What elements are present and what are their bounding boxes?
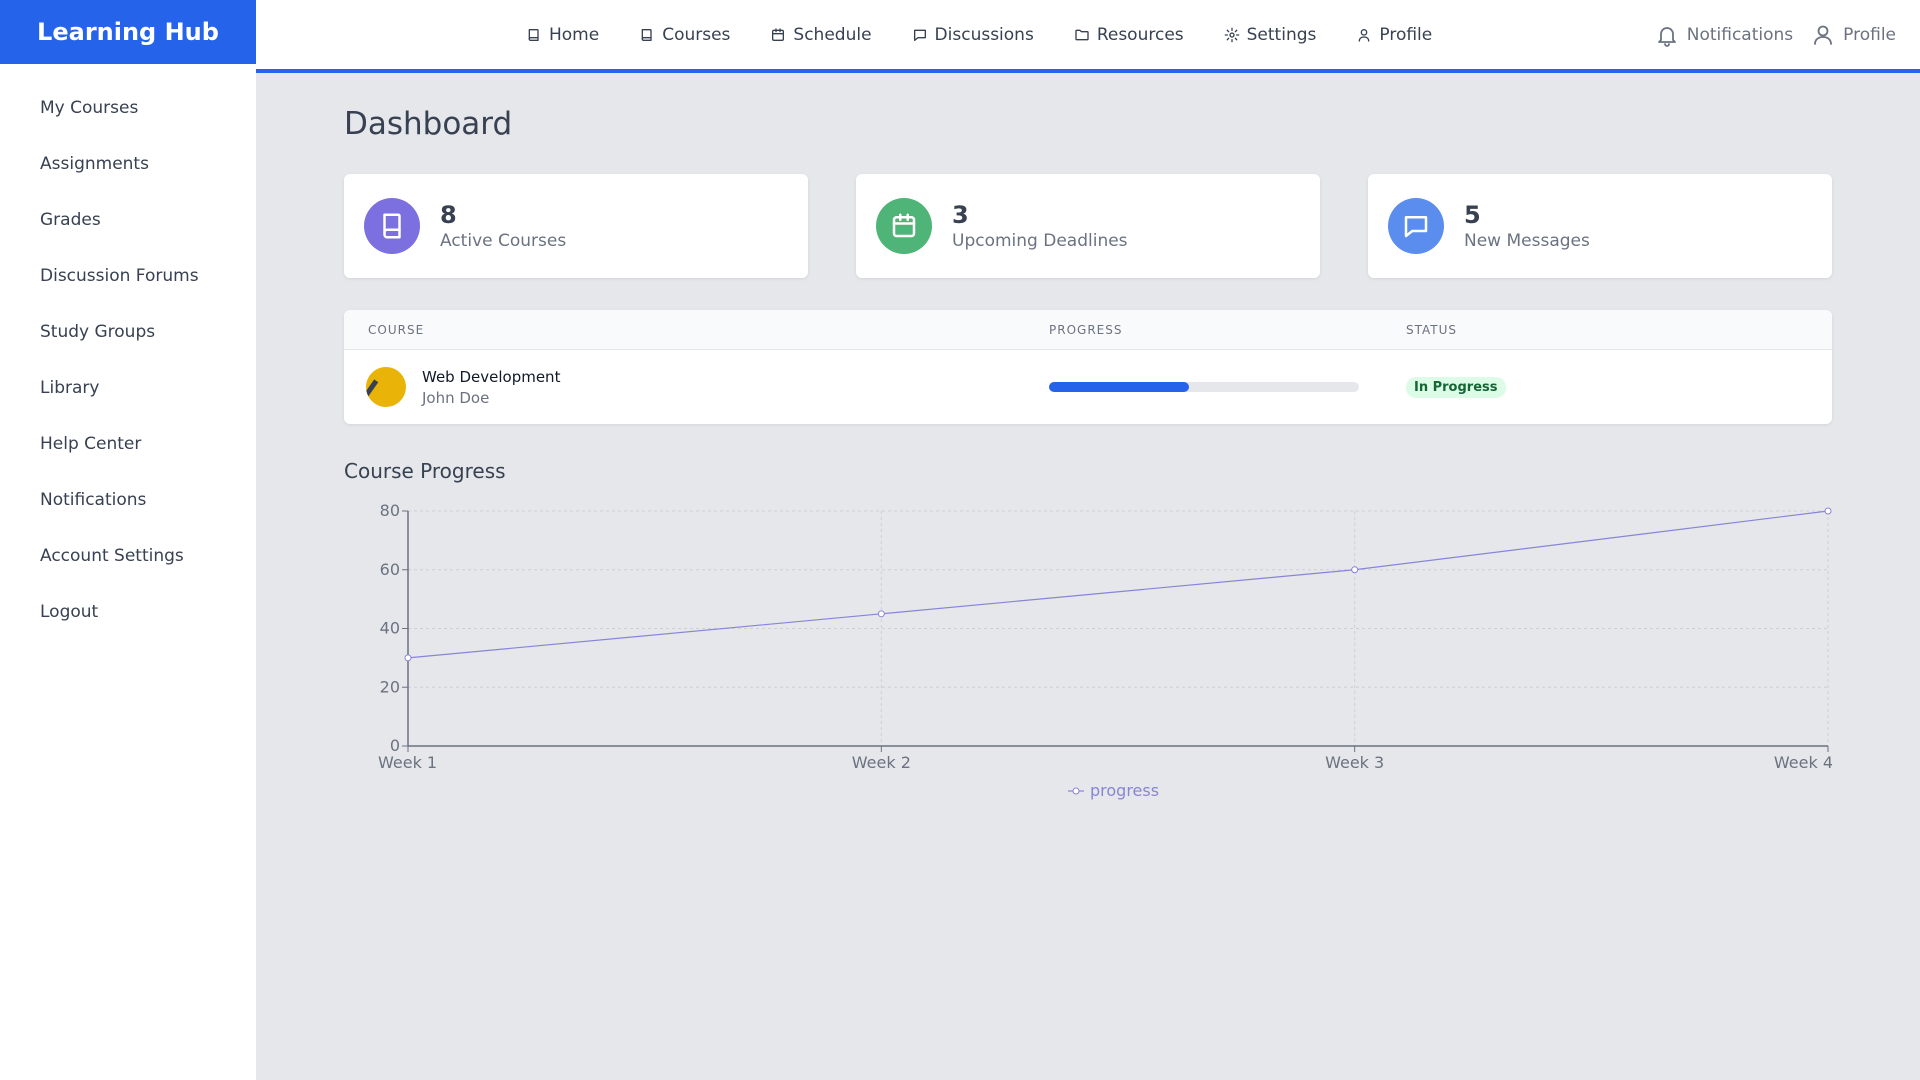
sidebar-item-discussion-forums[interactable]: Discussion Forums (40, 266, 199, 286)
topnav-resources-label: Resources (1096, 24, 1184, 45)
table-row[interactable]: Web Development John Doe In Progress (344, 350, 1832, 424)
progress-bar-fill (1049, 382, 1189, 392)
stat-icon-bg-courses (364, 198, 420, 254)
sidebar-item-my-courses[interactable]: My Courses (40, 98, 139, 118)
page-title: Dashboard (344, 106, 513, 142)
user-icon (1359, 28, 1370, 42)
top-nav: Home Courses Schedule Discussions Resour… (526, 0, 1472, 69)
message-icon (1404, 216, 1428, 238)
topnav-settings[interactable]: Settings (1224, 24, 1317, 45)
sidebar-item-library[interactable]: Library (40, 378, 100, 398)
stat-card-upcoming-deadlines: 3 Upcoming Deadlines (856, 174, 1320, 278)
sidebar-item-help-center[interactable]: Help Center (40, 434, 142, 454)
progress-line-chart: 0 20 40 60 80 Week 1 Week 2 Week 3 Week 4 progres… (378, 501, 1833, 800)
brand-logo[interactable]: Learning Hub (0, 0, 256, 64)
stat-value: 5 (1464, 201, 1481, 229)
calendar-icon (772, 27, 785, 41)
course-instructor: John Doe (422, 388, 490, 407)
data-point (877, 610, 885, 618)
profile-button[interactable]: Profile (1811, 23, 1896, 47)
chart-title: Course Progress (344, 459, 506, 483)
book-icon (528, 28, 539, 41)
y-tick-label: 20 (380, 677, 400, 696)
sidebar-item-account-settings[interactable]: Account Settings (40, 546, 184, 566)
sidebar-item-logout[interactable]: Logout (40, 602, 99, 622)
progress-bar (1049, 382, 1359, 392)
y-tick-label: 40 (380, 619, 400, 638)
x-tick-label: Week 4 (1774, 753, 1832, 772)
book-icon (383, 213, 401, 239)
data-point (1824, 507, 1832, 515)
topnav-discussions[interactable]: Discussions (912, 25, 1034, 45)
topnav-resources[interactable]: Resources (1074, 25, 1184, 45)
topnav-courses-label: Courses (662, 24, 731, 45)
sidebar-item-grades[interactable]: Grades (40, 210, 101, 230)
topnav-home[interactable]: Home (526, 25, 599, 45)
top-bar: Home Courses Schedule Discussions Resour… (256, 0, 1920, 73)
topnav-discussions-label: Discussions (934, 24, 1034, 45)
stat-icon-bg-messages (1388, 198, 1444, 254)
sidebar-item-assignments[interactable]: Assignments (40, 154, 149, 174)
user-icon (1814, 25, 1833, 45)
status-badge: In Progress (1406, 377, 1506, 398)
sidebar-nav: My Courses Assignments Grades Discussion… (0, 64, 256, 640)
notifications-label: Notifications (1686, 24, 1794, 45)
sidebar: Learning Hub My Courses Assignments Grad… (0, 0, 256, 1080)
y-tick-label: 60 (380, 560, 400, 579)
series-line-progress (407, 510, 1829, 659)
notifications-button[interactable]: Notifications (1655, 23, 1793, 47)
profile-label: Profile (1843, 24, 1896, 45)
courses-table: COURSE PROGRESS STATUS Web Development J… (344, 310, 1832, 424)
topnav-schedule-label: Schedule (793, 24, 872, 45)
data-point (404, 654, 412, 662)
data-point (1351, 566, 1359, 574)
calendar-icon (892, 213, 916, 238)
x-tick-label: Week 1 (378, 753, 437, 772)
column-header-progress: PROGRESS (1049, 322, 1123, 337)
stat-icon-bg-deadlines (876, 198, 932, 254)
topnav-profile[interactable]: Profile (1356, 25, 1432, 45)
stat-card-new-messages: 5 New Messages (1368, 174, 1832, 278)
column-header-course: COURSE (368, 322, 425, 337)
column-header-status: STATUS (1406, 322, 1458, 337)
stat-label: New Messages (1464, 231, 1590, 251)
stat-label: Active Courses (440, 231, 567, 251)
bell-icon (1657, 26, 1676, 47)
topnav-courses[interactable]: Courses (639, 25, 730, 45)
x-tick-label: Week 3 (1325, 753, 1384, 772)
top-right-actions: Notifications Profile (1655, 0, 1896, 69)
topnav-profile-label: Profile (1379, 24, 1433, 45)
legend-point-marker (1072, 787, 1080, 795)
message-icon (913, 29, 926, 41)
folder-icon (1075, 29, 1089, 40)
topnav-settings-label: Settings (1246, 24, 1317, 45)
topnav-schedule[interactable]: Schedule (770, 24, 872, 45)
stat-value: 3 (952, 201, 969, 229)
stat-value: 8 (440, 201, 457, 229)
sidebar-item-notifications[interactable]: Notifications (40, 490, 147, 510)
x-tick-label: Week 2 (852, 753, 911, 772)
course-name: Web Development (422, 367, 561, 386)
y-tick-label: 0 (390, 736, 400, 755)
sidebar-item-study-groups[interactable]: Study Groups (40, 322, 156, 342)
gear-icon (1224, 27, 1239, 42)
stat-card-active-courses: 8 Active Courses (344, 174, 808, 278)
chart-container: 0 20 40 60 80 Week 1 Week 2 Week 3 Week 4 progres… (344, 491, 1833, 805)
table-header: COURSE PROGRESS STATUS (344, 310, 1832, 350)
book-icon (641, 28, 652, 41)
legend-label: progress (1090, 781, 1159, 800)
stat-label: Upcoming Deadlines (952, 231, 1128, 251)
stats-row: 8 Active Courses 3 Upcoming Deadlines 5 … (344, 174, 1832, 278)
y-tick-label: 80 (380, 501, 400, 520)
main-content: Dashboard 8 Active Courses 3 Upcoming De… (344, 73, 1833, 805)
course-avatar (366, 367, 406, 407)
topnav-home-label: Home (549, 24, 600, 45)
